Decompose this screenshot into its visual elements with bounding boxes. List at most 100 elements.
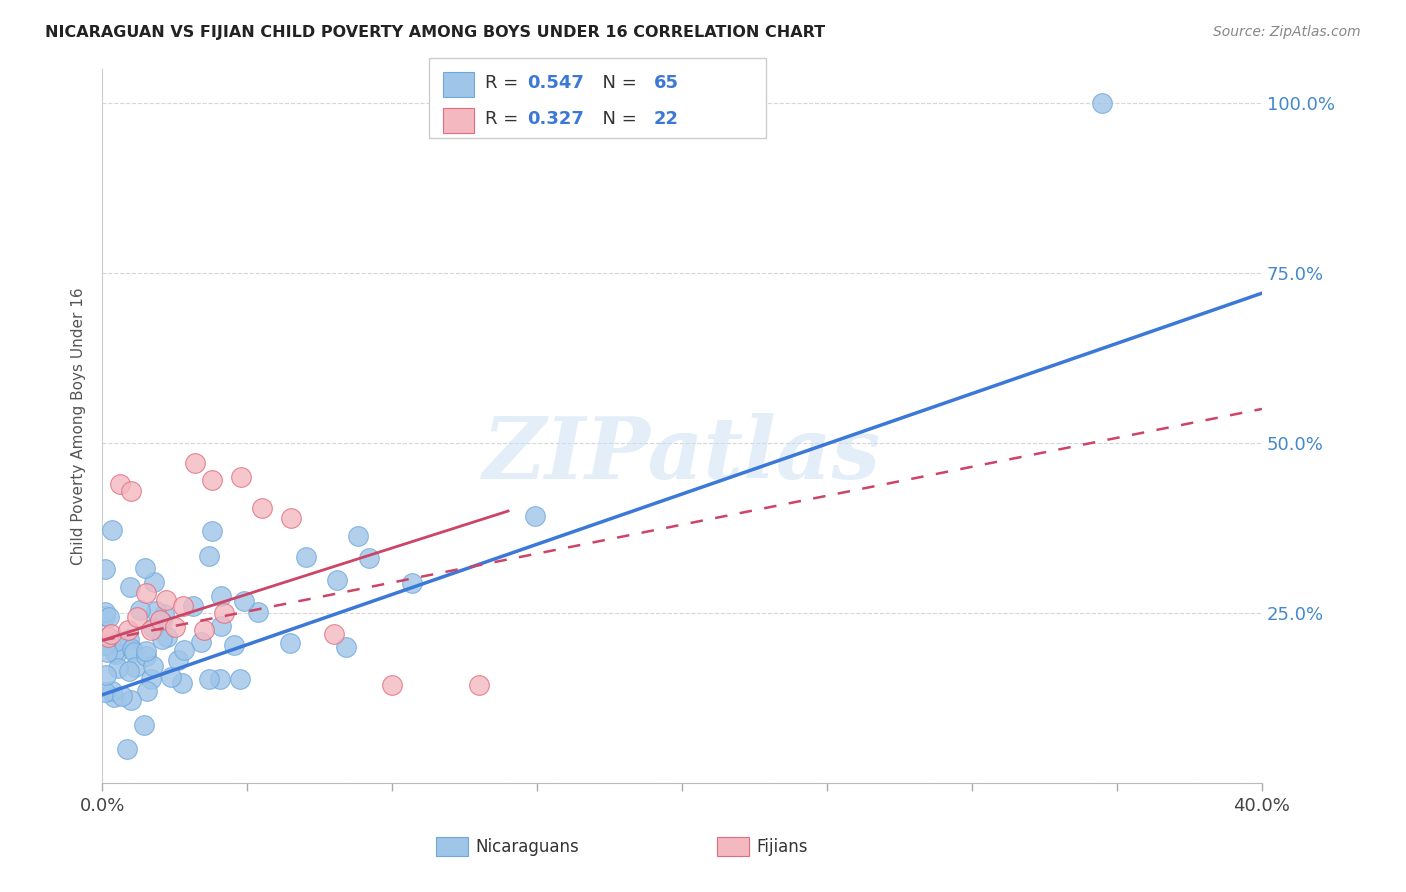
Point bbox=[97, 630, 120, 644]
Point bbox=[142, 621, 165, 635]
Point bbox=[208, 672, 231, 686]
Point bbox=[201, 474, 224, 488]
Point bbox=[170, 676, 193, 690]
Point bbox=[198, 672, 221, 686]
Point bbox=[323, 626, 346, 640]
Point bbox=[141, 623, 163, 637]
Text: 0.327: 0.327 bbox=[527, 110, 583, 128]
Point bbox=[153, 607, 176, 621]
Point bbox=[121, 642, 143, 657]
Point bbox=[523, 509, 546, 524]
Point bbox=[94, 638, 117, 652]
Point bbox=[96, 645, 118, 659]
Point bbox=[173, 643, 195, 657]
Point bbox=[145, 603, 167, 617]
Point bbox=[295, 550, 318, 565]
Point bbox=[142, 575, 165, 590]
Point bbox=[124, 660, 146, 674]
Point bbox=[468, 678, 491, 692]
Point bbox=[150, 615, 173, 629]
Point bbox=[132, 718, 155, 732]
Point bbox=[166, 652, 188, 666]
Point bbox=[108, 476, 131, 491]
Point bbox=[94, 685, 117, 699]
Text: Nicaraguans: Nicaraguans bbox=[475, 838, 579, 855]
Point bbox=[209, 589, 232, 603]
Point bbox=[212, 606, 235, 620]
Text: R =: R = bbox=[485, 74, 524, 92]
Point bbox=[139, 672, 162, 686]
Point bbox=[135, 586, 157, 600]
Point bbox=[120, 692, 142, 706]
Point bbox=[117, 664, 139, 678]
Point bbox=[346, 529, 368, 543]
Point bbox=[117, 623, 139, 637]
Point bbox=[101, 684, 124, 698]
Point bbox=[209, 619, 232, 633]
Point bbox=[172, 599, 194, 614]
Text: 22: 22 bbox=[654, 110, 679, 128]
Text: Fijians: Fijians bbox=[756, 838, 808, 855]
Point bbox=[135, 644, 157, 658]
Point bbox=[278, 635, 301, 649]
Point bbox=[103, 690, 125, 704]
Point bbox=[224, 638, 246, 652]
Point bbox=[1091, 95, 1114, 110]
Point bbox=[381, 678, 404, 692]
Point bbox=[96, 668, 118, 682]
Point bbox=[120, 483, 142, 498]
Point bbox=[228, 673, 250, 687]
Point bbox=[198, 549, 221, 563]
Point bbox=[280, 511, 302, 525]
Point bbox=[150, 632, 173, 646]
Point bbox=[94, 637, 117, 651]
Point bbox=[118, 580, 141, 594]
Point bbox=[107, 661, 129, 675]
Point bbox=[184, 456, 207, 470]
Point bbox=[98, 610, 121, 624]
Text: NICARAGUAN VS FIJIAN CHILD POVERTY AMONG BOYS UNDER 16 CORRELATION CHART: NICARAGUAN VS FIJIAN CHILD POVERTY AMONG… bbox=[45, 25, 825, 40]
Point bbox=[155, 592, 177, 607]
Point bbox=[115, 742, 138, 756]
Point bbox=[156, 631, 179, 645]
Point bbox=[124, 645, 146, 659]
Point bbox=[125, 609, 148, 624]
Point bbox=[94, 605, 117, 619]
Point bbox=[111, 689, 134, 703]
Point bbox=[101, 523, 124, 537]
Point bbox=[105, 633, 128, 648]
Point bbox=[149, 613, 172, 627]
Text: N =: N = bbox=[591, 74, 643, 92]
Point bbox=[190, 635, 212, 649]
Point bbox=[250, 500, 273, 515]
Point bbox=[325, 574, 347, 588]
Point bbox=[134, 561, 156, 575]
Point bbox=[232, 593, 254, 607]
Point bbox=[193, 623, 215, 637]
Point bbox=[163, 620, 186, 634]
Point bbox=[135, 649, 157, 664]
Text: Source: ZipAtlas.com: Source: ZipAtlas.com bbox=[1213, 25, 1361, 39]
Point bbox=[160, 670, 183, 684]
Text: N =: N = bbox=[591, 110, 643, 128]
Point bbox=[103, 645, 125, 659]
Point bbox=[94, 608, 117, 623]
Point bbox=[142, 659, 165, 673]
Point bbox=[335, 640, 357, 654]
Point bbox=[357, 551, 380, 566]
Point bbox=[200, 524, 222, 539]
Point bbox=[118, 632, 141, 647]
Point bbox=[94, 562, 117, 576]
Text: R =: R = bbox=[485, 110, 524, 128]
Point bbox=[231, 470, 253, 484]
Point bbox=[100, 626, 122, 640]
Y-axis label: Child Poverty Among Boys Under 16: Child Poverty Among Boys Under 16 bbox=[72, 287, 86, 565]
Point bbox=[246, 605, 269, 619]
Point bbox=[181, 599, 204, 613]
Text: 0.547: 0.547 bbox=[527, 74, 583, 92]
Point bbox=[129, 603, 152, 617]
Point bbox=[401, 576, 423, 591]
Point bbox=[136, 683, 159, 698]
Text: ZIPatlas: ZIPatlas bbox=[484, 413, 882, 496]
Point bbox=[104, 648, 127, 662]
